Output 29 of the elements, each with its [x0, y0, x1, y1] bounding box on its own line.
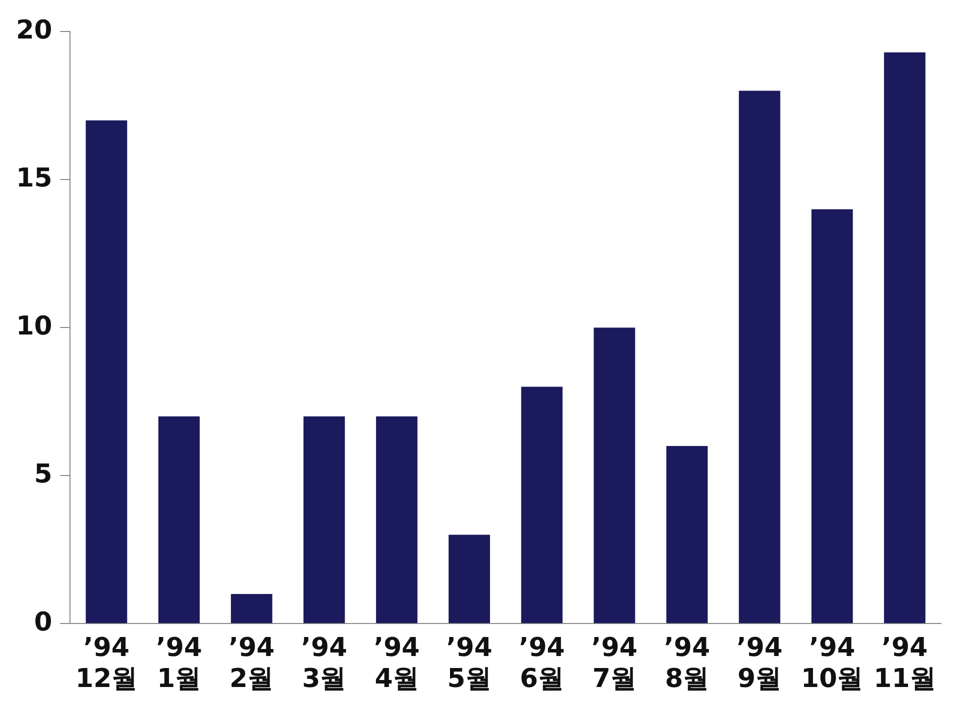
x-tick-label: ’94 1월 — [156, 632, 202, 694]
x-tick-label: ’94 8월 — [664, 632, 710, 694]
bar — [86, 120, 128, 624]
x-tick-label: ’94 11월 — [874, 632, 936, 694]
x-tick-label: ’94 5월 — [446, 632, 492, 694]
bar — [303, 416, 345, 624]
bar — [594, 328, 636, 624]
bar — [884, 52, 926, 624]
y-tick-label: 0 — [34, 607, 52, 638]
bar — [230, 594, 272, 624]
x-tick-label: ’94 12월 — [75, 632, 138, 694]
x-tick-label: ’94 3월 — [301, 632, 348, 694]
x-tick-label: ’94 9월 — [736, 632, 783, 694]
bar — [448, 534, 490, 624]
bar — [158, 416, 200, 624]
x-tick-label: ’94 2월 — [228, 632, 275, 694]
y-tick-label: 5 — [34, 459, 52, 490]
bar — [811, 209, 853, 624]
bar — [666, 446, 708, 624]
x-tick-label: ’94 10월 — [801, 632, 864, 694]
bar — [738, 90, 780, 624]
y-tick-label: 10 — [16, 311, 52, 342]
x-tick-label: ’94 7월 — [591, 632, 638, 694]
x-tick-label: ’94 6월 — [518, 632, 565, 694]
x-tick-label: ’94 4월 — [374, 632, 420, 694]
y-tick-label: 15 — [16, 163, 52, 194]
y-tick-label: 20 — [16, 15, 52, 46]
bar — [376, 416, 418, 624]
bar — [521, 386, 563, 624]
